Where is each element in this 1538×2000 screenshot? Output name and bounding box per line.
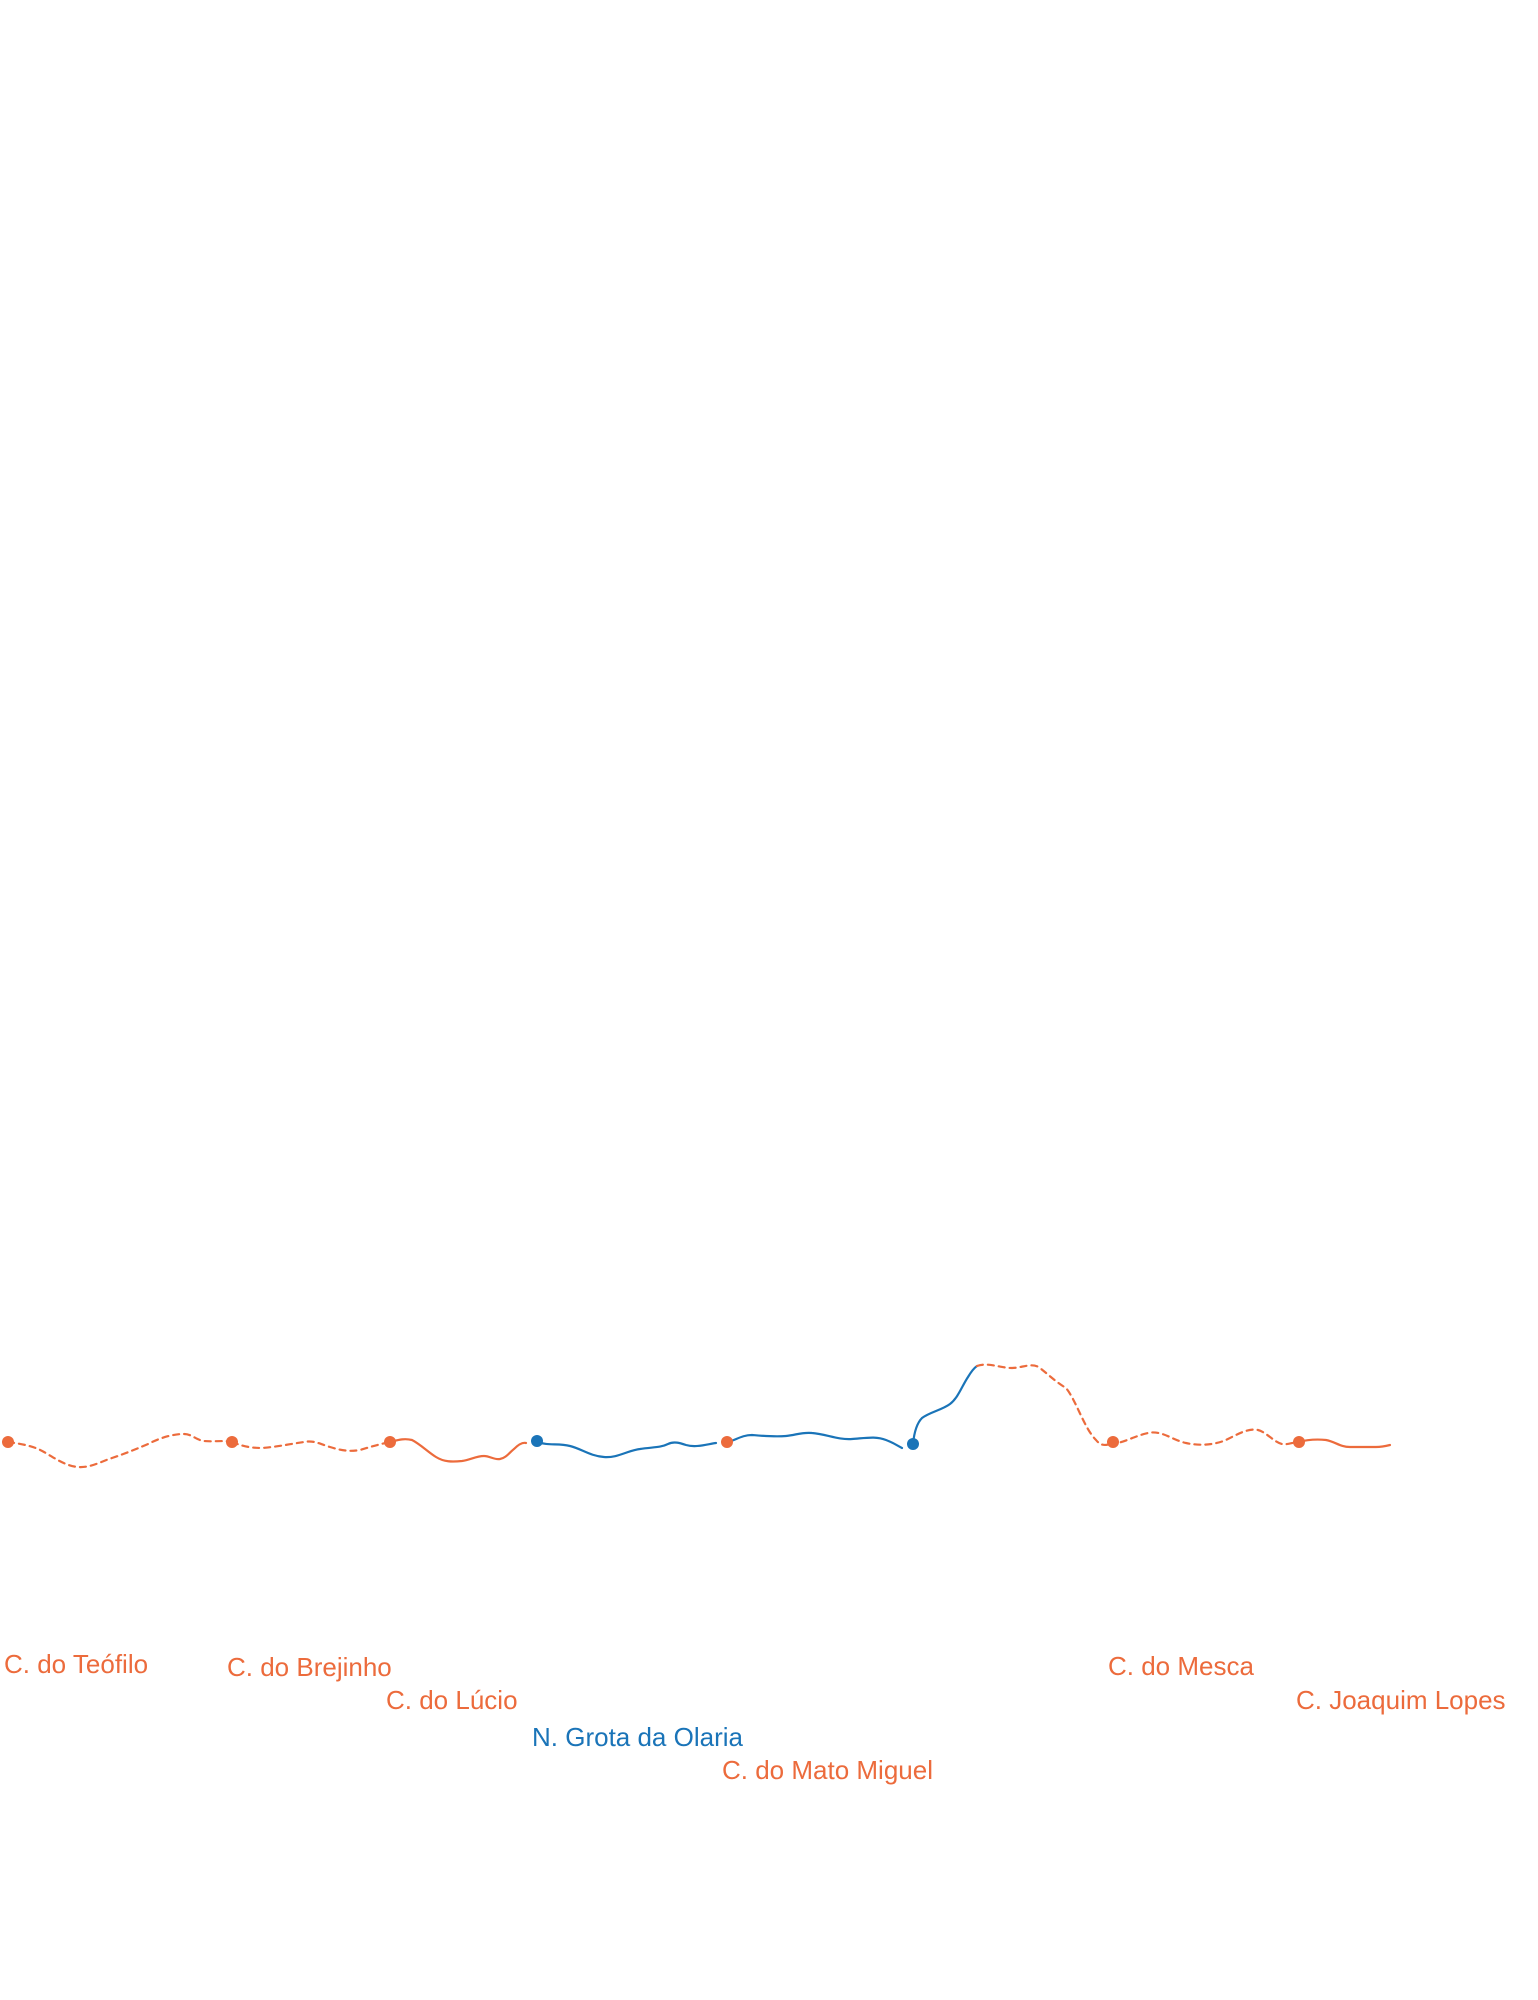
segment-peak-mesca xyxy=(975,1363,1112,1447)
stop-marker-joaquim xyxy=(1293,1436,1305,1448)
segment-joaquim-end xyxy=(1296,1438,1392,1449)
segment-grota-mato xyxy=(536,1440,718,1459)
segment-mesca-joaquim xyxy=(1108,1428,1300,1446)
stop-marker-brejinho xyxy=(226,1436,238,1448)
stop-marker-teofilo xyxy=(2,1436,14,1448)
stop-marker-lucio xyxy=(384,1436,396,1448)
route-segments xyxy=(6,1363,1392,1469)
segment-mato-unlabeled xyxy=(726,1431,904,1450)
segment-unlabeled-peak xyxy=(911,1364,979,1446)
stop-label-brejinho: C. do Brejinho xyxy=(227,1652,392,1682)
route-stops xyxy=(2,1435,1305,1450)
stop-label-mesca: C. do Mesca xyxy=(1108,1651,1254,1681)
stop-marker-grota xyxy=(531,1435,543,1447)
segment-lucio-grota xyxy=(388,1438,528,1463)
stop-label-mato: C. do Mato Miguel xyxy=(722,1755,933,1785)
stop-marker-mato xyxy=(721,1436,733,1448)
stop-label-grota: N. Grota da Olaria xyxy=(532,1722,743,1752)
segment-teofilo-brejinho xyxy=(6,1432,234,1469)
stop-label-lucio: C. do Lúcio xyxy=(386,1685,518,1715)
stop-marker-mesca xyxy=(1107,1436,1119,1448)
stop-label-teofilo: C. do Teófilo xyxy=(4,1649,149,1679)
stop-label-joaquim: C. Joaquim Lopes xyxy=(1296,1685,1506,1715)
stop-marker-unlabeled xyxy=(907,1438,919,1450)
segment-brejinho-lucio xyxy=(230,1440,392,1452)
